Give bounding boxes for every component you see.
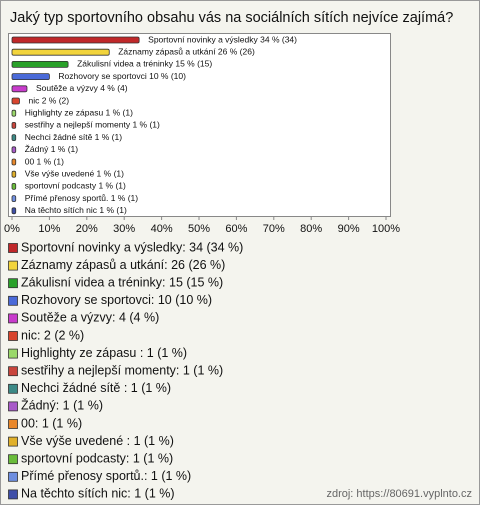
value-label: Vše výše uvedené 1 % (1) — [25, 168, 124, 178]
x-tick-label: 40% — [151, 223, 173, 235]
legend-label: Přímé přenosy sportů.: 1 (1 %) — [21, 469, 191, 483]
x-tick-label: 50% — [188, 223, 210, 235]
legend-swatch — [8, 436, 18, 447]
value-label: nic 2 % (2) — [28, 95, 69, 105]
value-label: Na těchto sítích nic 1 % (1) — [25, 205, 127, 215]
legend-swatch — [8, 419, 18, 429]
bar — [11, 48, 110, 56]
plot-area — [8, 33, 391, 217]
value-label: Nechci žádné sítě 1 % (1) — [25, 132, 122, 142]
x-tick-label: 60% — [225, 223, 247, 235]
legend-swatch — [8, 383, 18, 394]
legend-swatch — [8, 260, 18, 271]
legend-swatch — [8, 243, 18, 253]
x-tick-label: 20% — [76, 223, 98, 235]
legend-label: Na těchto sítích nic: 1 (1 %) — [21, 487, 175, 501]
bar — [11, 134, 17, 142]
legend-swatch — [8, 295, 18, 306]
bar — [11, 85, 28, 93]
legend-swatch — [8, 348, 18, 359]
bar — [11, 36, 140, 44]
value-label: Soutěže a výzvy 4 % (4) — [36, 83, 128, 93]
legend-label: Záznamy zápasů a utkání: 26 (26 %) — [21, 258, 225, 272]
bar — [11, 170, 17, 178]
legend-label: Rozhovory se sportovci: 10 (10 %) — [21, 293, 212, 307]
chart-title: Jaký typ sportovního obsahu vás na sociá… — [10, 10, 453, 26]
value-label: sportovní podcasty 1 % (1) — [25, 181, 126, 191]
x-tick-label: 70% — [263, 223, 285, 235]
value-label: Zákulisní videa a tréninky 15 % (15) — [77, 59, 212, 69]
legend-label: Zákulisní videa a tréninky: 15 (15 %) — [21, 275, 223, 289]
bar — [11, 97, 20, 105]
legend-swatch — [8, 489, 18, 500]
legend-swatch — [8, 454, 18, 465]
legend-label: Nechci žádné sítě : 1 (1 %) — [21, 381, 171, 395]
bar — [11, 195, 17, 203]
legend-swatch — [8, 401, 18, 412]
bar — [11, 158, 17, 166]
legend-label: Soutěže a výzvy: 4 (4 %) — [21, 311, 159, 325]
legend-label: Highlighty ze zápasu : 1 (1 %) — [21, 346, 187, 360]
legend-label: Žádný: 1 (1 %) — [21, 398, 103, 413]
legend-label: 00: 1 (1 %) — [21, 416, 82, 430]
legend-swatch — [8, 471, 18, 482]
legend-swatch — [8, 366, 18, 377]
value-label: Žádný 1 % (1) — [25, 144, 79, 154]
legend-label: sportovní podcasty: 1 (1 %) — [21, 451, 173, 465]
bar — [11, 207, 17, 215]
value-label: Sportovní novinky a výsledky 34 % (34) — [148, 34, 297, 44]
value-label: Rozhovory se sportovci 10 % (10) — [58, 71, 186, 81]
legend-swatch — [8, 313, 18, 324]
source: zdroj: https://80691.vyplnto.cz — [326, 488, 472, 500]
bar — [11, 122, 17, 129]
x-tick-label: 100% — [372, 223, 400, 235]
legend-label: Vše výše uvedené : 1 (1 %) — [21, 434, 174, 448]
value-label: 00 1 % (1) — [25, 156, 64, 166]
legend-label: sestřihy a nejlepší momenty: 1 (1 %) — [21, 363, 223, 377]
bar — [11, 146, 17, 154]
legend-label: Sportovní novinky a výsledky: 34 (34 %) — [21, 240, 243, 254]
x-tick-label: 80% — [300, 223, 322, 235]
legend-swatch — [8, 278, 18, 289]
value-label: sestřihy a nejlepší momenty 1 % (1) — [25, 120, 160, 130]
value-label: Přímé přenosy sportů. 1 % (1) — [25, 193, 139, 203]
legend-label: nic: 2 (2 %) — [21, 328, 84, 342]
legend-swatch — [8, 331, 18, 341]
bar — [11, 109, 17, 117]
x-tick-label: 10% — [38, 223, 60, 235]
value-label: Highlighty ze zápasu 1 % (1) — [25, 107, 133, 117]
x-tick-label: 90% — [338, 223, 360, 235]
x-tick-label: 30% — [113, 223, 135, 235]
x-tick-label: 0% — [4, 223, 20, 235]
bar — [11, 73, 50, 80]
value-label: Záznamy zápasů a utkání 26 % (26) — [118, 46, 255, 56]
bar — [11, 61, 69, 68]
bar — [11, 182, 17, 190]
